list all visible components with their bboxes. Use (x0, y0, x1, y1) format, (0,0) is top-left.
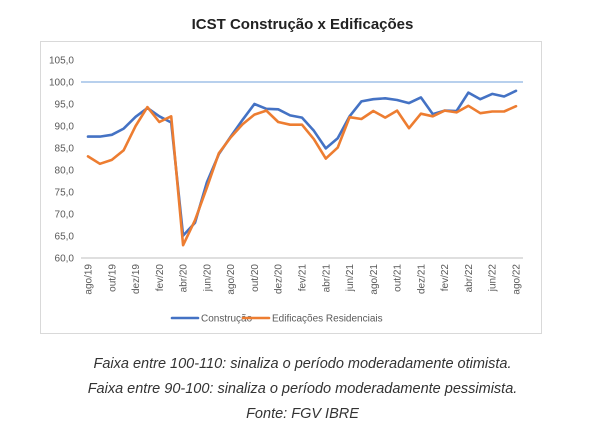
x-tick-label: fev/21 (298, 264, 309, 292)
chart-title: ICST Construção x Edificações (191, 16, 414, 33)
y-tick-label: 85,0 (55, 144, 75, 155)
x-tick-label: abr/21 (321, 264, 332, 293)
x-tick-label: ago/21 (369, 264, 380, 295)
y-tick-label: 95,0 (55, 100, 75, 111)
legend-label: Edificações Residenciais (272, 314, 383, 325)
x-tick-label: fev/20 (155, 264, 166, 292)
caption-source: Fonte: FGV IBRE (246, 406, 359, 422)
x-tick-label: ago/20 (226, 264, 237, 295)
legend-label: Construção (201, 314, 253, 325)
x-tick-label: fev/22 (440, 264, 451, 292)
y-tick-label: 100,0 (49, 78, 74, 89)
caption-pessimistic: Faixa entre 90-100: sinaliza o período m… (87, 381, 518, 397)
y-tick-label: 80,0 (55, 166, 75, 177)
x-tick-label: dez/21 (416, 264, 427, 294)
x-tick-label: jun/21 (345, 264, 356, 293)
caption-optimistic: Faixa entre 100-110: sinaliza o período … (93, 356, 512, 372)
x-tick-label: ago/19 (84, 264, 95, 295)
y-tick-label: 90,0 (55, 122, 75, 133)
x-tick-label: dez/19 (131, 264, 142, 294)
x-tick-label: dez/20 (274, 264, 285, 294)
x-tick-label: out/20 (250, 264, 261, 292)
x-tick-label: jun/22 (488, 264, 499, 293)
chart-frame (40, 41, 542, 334)
x-tick-label: out/21 (393, 264, 404, 292)
x-tick-label: ago/22 (512, 264, 523, 295)
x-tick-label: abr/22 (464, 264, 475, 293)
y-tick-label: 60,0 (55, 254, 75, 265)
x-tick-label: out/19 (107, 264, 118, 292)
series-line-edificacoes-residenciais (86, 104, 518, 247)
y-tick-label: 75,0 (55, 188, 75, 199)
x-tick-label: abr/20 (179, 264, 190, 293)
x-tick-label: jun/20 (202, 264, 213, 293)
y-tick-label: 65,0 (55, 232, 75, 243)
y-tick-label: 105,0 (49, 56, 74, 67)
y-tick-label: 70,0 (55, 210, 75, 221)
